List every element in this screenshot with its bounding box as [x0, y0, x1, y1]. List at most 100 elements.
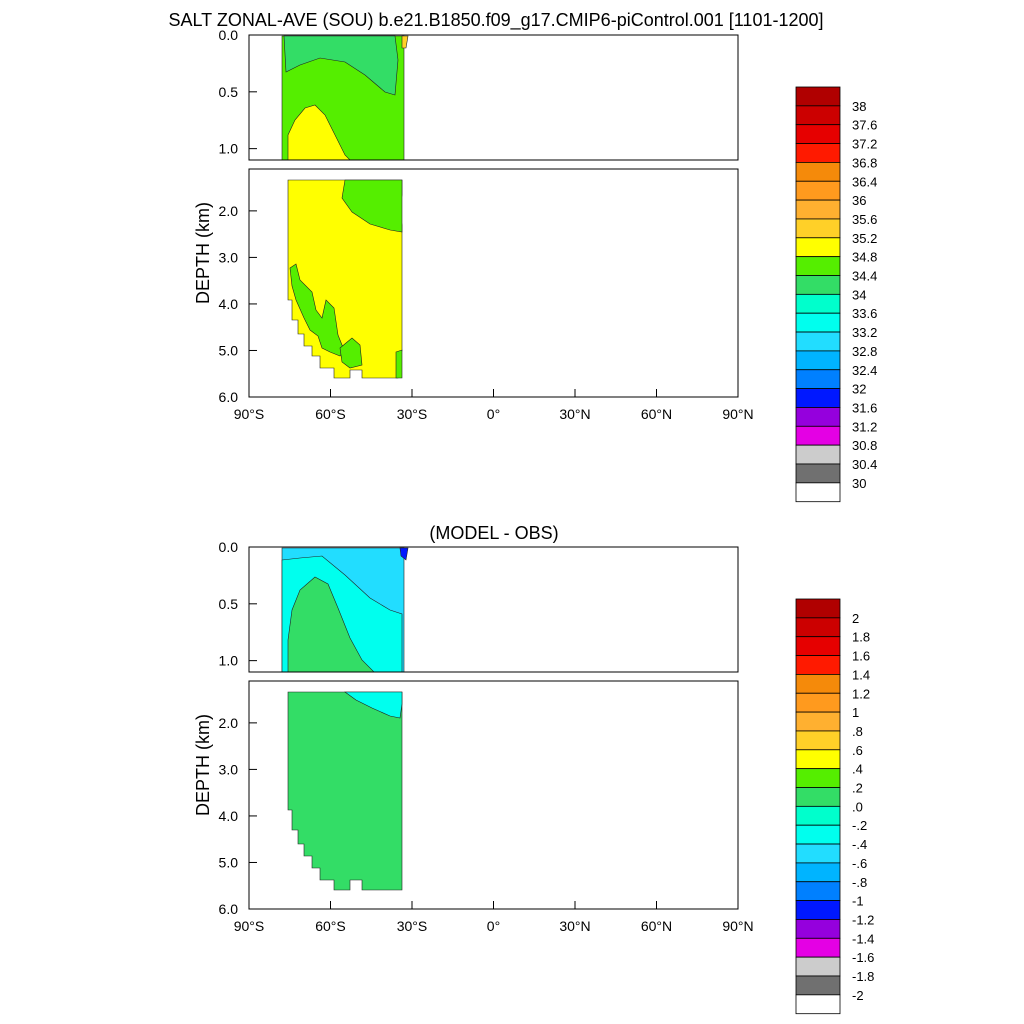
contour-panel-1: 0.0 0.5 1.0 2.0 3.0 4.0 5.0 6.090°S 60°S 30°S 0° 30…: [193, 27, 877, 503]
colorbar-label: 37.6: [852, 118, 877, 133]
y-tick-label: 5.0: [219, 342, 239, 358]
contour-region: [395, 349, 403, 379]
colorbar-swatch: [795, 881, 841, 902]
colorbar: 38 37.6 37.2 36.8 36.4 36 35.6 35.2 34.8 34.4 34 33…: [795, 86, 877, 503]
colorbar-label: 1: [852, 705, 859, 720]
x-tick-label: 0°: [487, 406, 500, 422]
contour-region: [341, 179, 403, 233]
contour-region: [399, 547, 409, 561]
upper-plot-frame: [248, 546, 739, 673]
colorbar-label: 1.6: [852, 649, 870, 664]
y-tick-label: 6.0: [219, 901, 239, 917]
colorbar-swatch: [795, 388, 841, 408]
colorbar-swatch: [795, 256, 841, 276]
x-tick-label: 30°S: [397, 406, 428, 422]
colorbar-swatch: [795, 350, 841, 371]
colorbar-label: 30.4: [852, 457, 877, 472]
x-tick-label: 60°S: [315, 406, 346, 422]
contour-region: [339, 337, 363, 369]
colorbar-swatch: [795, 655, 841, 675]
y-tick-label: 0.5: [219, 596, 239, 612]
y-axis-label: DEPTH (km): [193, 202, 213, 304]
colorbar-label: 1.4: [852, 667, 870, 682]
colorbar-swatch: [795, 824, 841, 845]
y-tick-label: 0.0: [219, 27, 239, 43]
contour-region: [287, 104, 351, 160]
colorbar-swatch: [795, 407, 841, 427]
colorbar-swatch: [795, 463, 841, 484]
colorbar-label: 33.2: [852, 325, 877, 340]
figure-title: SALT ZONAL-AVE (SOU) b.e21.B1850.f09_g17…: [168, 10, 823, 31]
colorbar-label: 32: [852, 382, 866, 397]
x-tick-label: 60°S: [315, 918, 346, 934]
y-axis-label: DEPTH (km): [193, 714, 213, 816]
colorbar-swatch: [795, 956, 841, 977]
colorbar-swatch: [795, 937, 841, 958]
colorbar-swatch: [795, 293, 841, 314]
upper-contour-fill: [281, 35, 409, 160]
colorbar-swatch: [795, 237, 841, 258]
colorbar-label: -1.2: [852, 912, 874, 927]
y-tick-label: 4.0: [219, 296, 239, 312]
lower-contour-fill: [287, 179, 403, 379]
y-tick-label: 6.0: [219, 389, 239, 405]
x-tick-label: 60°N: [641, 918, 672, 934]
colorbar-label: .6: [852, 743, 863, 758]
x-tick-label: 0°: [487, 918, 500, 934]
colorbar-label: 36.8: [852, 155, 877, 170]
colorbar-label: 33.6: [852, 306, 877, 321]
colorbar-label: .0: [852, 799, 863, 814]
y-tick-label: 4.0: [219, 808, 239, 824]
colorbar-label: 37.2: [852, 137, 877, 152]
colorbar-swatch: [795, 975, 841, 996]
contour-region: [287, 576, 375, 672]
colorbar-swatch: [795, 749, 841, 770]
colorbar-swatch: [795, 312, 841, 333]
colorbar-label: 34.4: [852, 269, 877, 284]
colorbar-swatch: [795, 369, 841, 390]
colorbar-swatch: [795, 199, 841, 220]
colorbar-swatch: [795, 444, 841, 465]
contour-region: [287, 691, 403, 891]
colorbar-swatch: [795, 994, 841, 1015]
x-tick-label: 30°N: [559, 406, 590, 422]
x-tick-label: 60°N: [641, 406, 672, 422]
y-tick-label: 3.0: [219, 249, 239, 265]
colorbar: 21.81.61.41.21.8.6.4.2.0-.2-.4-.6-.8-1-1…: [795, 598, 874, 1015]
y-tick-label: 1.0: [219, 653, 239, 669]
lower-contour-fill: [287, 691, 403, 891]
colorbar-label: 32.8: [852, 344, 877, 359]
colorbar-label: 1.8: [852, 630, 870, 645]
colorbar-swatch: [795, 919, 841, 939]
colorbar-swatch: [795, 768, 841, 788]
x-tick-label: 30°N: [559, 918, 590, 934]
colorbar-swatch: [795, 730, 841, 751]
colorbar-label: 38: [852, 99, 866, 114]
colorbar-label: 34.8: [852, 250, 877, 265]
y-tick-label: 2.0: [219, 203, 239, 219]
upper-contour-fill: [281, 547, 409, 672]
y-tick-label: 5.0: [219, 854, 239, 870]
colorbar-label: -.2: [852, 818, 867, 833]
colorbar-label: 31.6: [852, 400, 877, 415]
colorbar-swatch: [795, 425, 841, 446]
colorbar-label: -1: [852, 894, 864, 909]
colorbar-swatch: [795, 617, 841, 638]
colorbar-label: -.6: [852, 856, 867, 871]
colorbar-label: 35.6: [852, 212, 877, 227]
colorbar-label: -1.4: [852, 931, 874, 946]
x-tick-label: 90°N: [722, 918, 753, 934]
colorbar-swatch: [795, 711, 841, 732]
colorbar-label: -2: [852, 988, 864, 1003]
colorbar-swatch: [795, 862, 841, 883]
contour-region: [401, 35, 409, 49]
colorbar-swatch: [795, 843, 841, 864]
y-tick-label: 3.0: [219, 761, 239, 777]
colorbar-label: 30: [852, 476, 866, 491]
colorbar-swatch: [795, 218, 841, 239]
colorbar-label: 1.2: [852, 686, 870, 701]
colorbar-label: 2: [852, 611, 859, 626]
x-tick-label: 90°S: [234, 406, 265, 422]
colorbar-swatch: [795, 636, 841, 656]
colorbar-label: 35.2: [852, 231, 877, 246]
